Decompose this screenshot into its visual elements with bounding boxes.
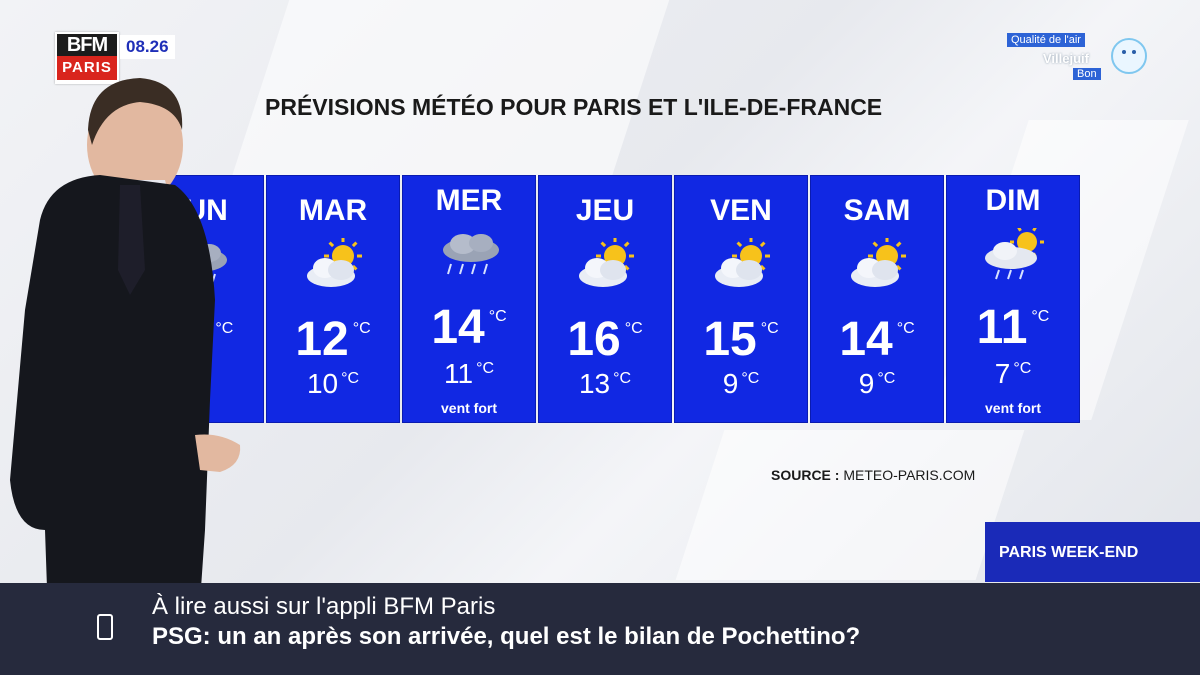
- temp-min: 9 °C: [675, 368, 807, 400]
- logo-text-bottom: PARIS: [57, 56, 117, 80]
- weather-note: vent fort: [985, 400, 1041, 416]
- sun-cloud-icon: [573, 237, 641, 290]
- day-label: SAM: [843, 194, 911, 227]
- temp-max: 12 °C: [267, 312, 399, 367]
- forecast-day-mer: MER 14 °C 11 °C vent fort: [402, 175, 536, 423]
- temp-min: 11 °C: [403, 358, 535, 390]
- air-quality-place: Villejuif: [1043, 51, 1089, 66]
- temp-unit: °C: [352, 320, 371, 337]
- day-label: VEN: [710, 194, 772, 227]
- rain-cloud-icon: [437, 228, 505, 280]
- temp-unit: °C: [341, 370, 360, 387]
- temp-unit: °C: [613, 370, 632, 387]
- temp-unit: °C: [215, 320, 234, 337]
- temp-unit: °C: [624, 320, 643, 337]
- temp-max: 11°C: [947, 300, 1079, 355]
- temp-max: 14 °C: [811, 312, 943, 367]
- forecast-day-sam: SAM 14 °C 9 °C: [810, 175, 944, 423]
- temp-max-value: 11: [976, 301, 1028, 354]
- temp-max: 16 °C: [539, 312, 671, 367]
- presenter-figure: [10, 78, 241, 675]
- smiley-icon: [1111, 38, 1147, 74]
- temp-min-value: 11: [443, 358, 474, 389]
- temp-min-value: 13: [578, 368, 611, 399]
- source-label: SOURCE :: [771, 467, 840, 483]
- temp-max-value: 15: [703, 313, 757, 366]
- sun-cloud-icon: [845, 237, 913, 290]
- temp-min-value: 7: [994, 358, 1011, 389]
- forecast-day-mar: MAR 12 °C 10 °C: [266, 175, 400, 423]
- temp-unit: °C: [896, 320, 915, 337]
- day-label: MAR: [298, 194, 368, 227]
- ticker-line-1: À lire aussi sur l'appli BFM Paris: [152, 593, 496, 620]
- clock: 08.26: [120, 35, 175, 59]
- temp-max-value: 14: [431, 301, 485, 354]
- air-quality-widget: Qualité de l'air Villejuif Bon: [1007, 33, 1147, 83]
- bfm-paris-logo: BFM PARIS: [55, 32, 119, 84]
- temp-max: 15 °C: [675, 312, 807, 367]
- temp-max-value: 14: [839, 313, 893, 366]
- temp-max: 14 °C: [403, 300, 535, 355]
- temp-max-value: 12: [295, 313, 349, 366]
- news-ticker: À lire aussi sur l'appli BFM Paris PSG: …: [0, 583, 1200, 675]
- phone-icon: [97, 614, 113, 640]
- temp-min-value: 9: [858, 368, 875, 399]
- sun-cloud-icon: [301, 237, 369, 290]
- program-tag: PARIS WEEK-END: [985, 522, 1200, 582]
- background-plane: [230, 0, 670, 180]
- forecast-day-ven: VEN 15 °C 9 °C: [674, 175, 808, 423]
- forecast-day-dim: DIM 11 °C 7 °C vent fort: [946, 175, 1080, 423]
- temp-unit: °C: [741, 370, 760, 387]
- sun-cloud-icon: [709, 237, 777, 290]
- temp-unit: °C: [877, 370, 896, 387]
- logo-text-top: BFM: [57, 34, 117, 56]
- air-quality-label: Qualité de l'air: [1007, 33, 1085, 47]
- temp-min-value: 9: [722, 368, 739, 399]
- temp-min: 9 °C: [811, 368, 943, 400]
- temp-unit: °C: [488, 308, 507, 325]
- air-quality-value: Bon: [1073, 68, 1101, 80]
- weather-note: vent fort: [441, 400, 497, 416]
- temp-unit: °C: [476, 360, 495, 377]
- program-tag-label: PARIS WEEK-END: [999, 544, 1139, 561]
- temp-unit: °C: [760, 320, 779, 337]
- temp-unit: °C: [1013, 360, 1032, 377]
- temp-unit: °C: [1031, 308, 1050, 325]
- temp-min: 10 °C: [267, 368, 399, 400]
- sun-rain-cloud-icon: [981, 226, 1049, 280]
- day-label: DIM: [985, 184, 1041, 217]
- source-line: SOURCE : METEO-PARIS.COM: [771, 467, 975, 483]
- forecast-day-jeu: JEU 16 °C 13 °C: [538, 175, 672, 423]
- day-label: JEU: [575, 194, 635, 227]
- temp-min: 13 °C: [539, 368, 671, 400]
- temp-min-value: 10: [306, 368, 339, 399]
- forecast-title: PRÉVISIONS MÉTÉO POUR PARIS ET L'ILE-DE-…: [265, 94, 883, 120]
- source-value: METEO-PARIS.COM: [843, 467, 976, 483]
- temp-min: 7 °C: [947, 358, 1079, 390]
- background-plane: [675, 430, 1025, 580]
- day-label: MER: [435, 184, 503, 217]
- temp-max-value: 16: [567, 313, 621, 366]
- ticker-headline: PSG: un an après son arrivée, quel est l…: [152, 623, 861, 650]
